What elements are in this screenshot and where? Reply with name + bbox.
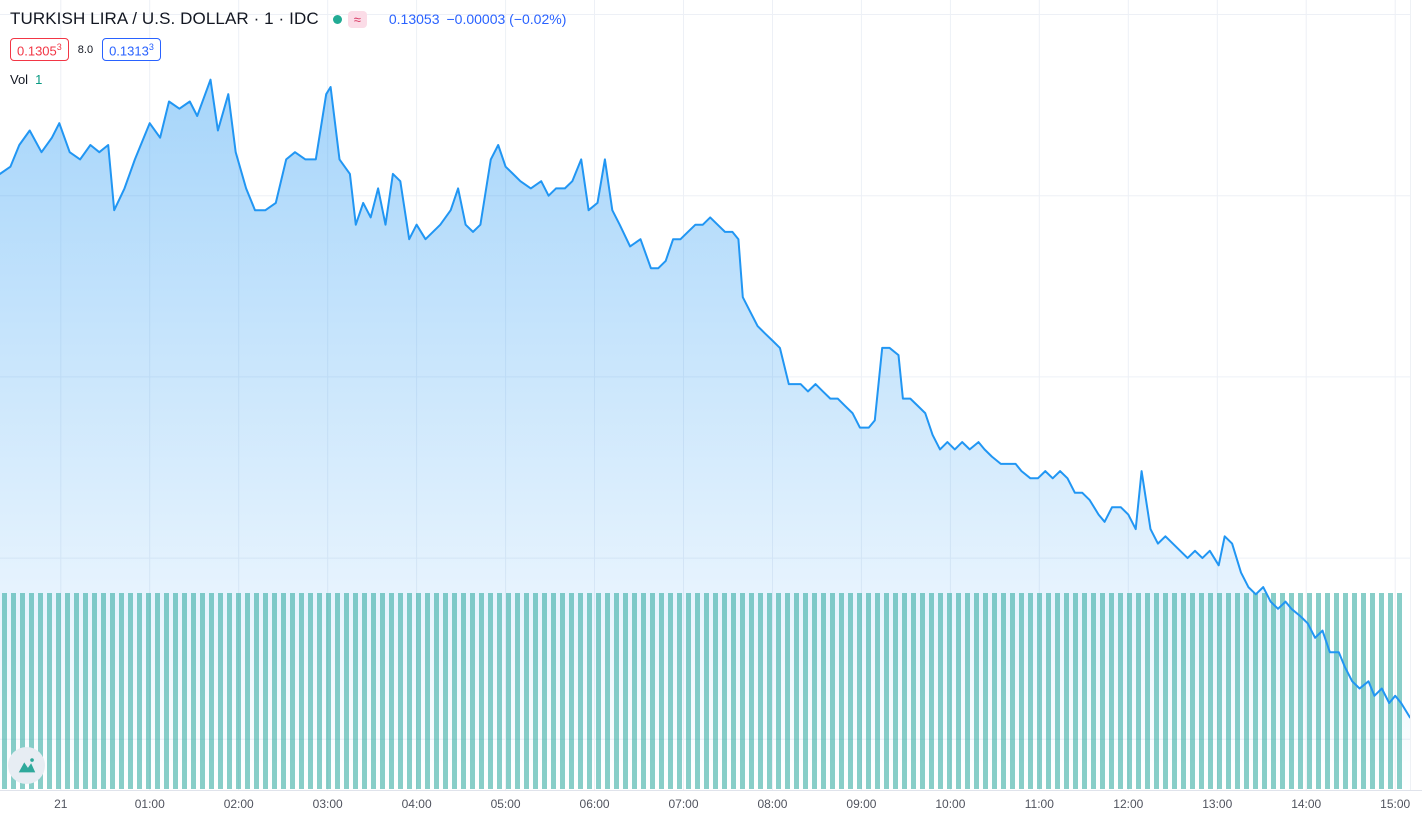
volume-bars [2, 593, 1402, 789]
delayed-data-icon[interactable]: ≈ [347, 10, 367, 28]
legend-title-row: TURKISH LIRA / U.S. DOLLAR · 1 · IDC ≈ 0… [10, 8, 566, 30]
time-axis-label: 05:00 [490, 797, 521, 811]
bid-price-superscript: 3 [56, 42, 62, 52]
time-axis-label: 01:00 [134, 797, 165, 811]
last-price: 0.13053 [388, 11, 440, 27]
tradingview-logo[interactable] [8, 747, 45, 784]
time-axis-label: 14:00 [1291, 797, 1322, 811]
time-axis-label: 04:00 [401, 797, 432, 811]
chart-canvas[interactable] [0, 0, 1410, 790]
ask-price-badge[interactable]: 0.13133 [102, 38, 161, 62]
time-axis-label: 03:00 [312, 797, 343, 811]
time-axis-label: 08:00 [757, 797, 788, 811]
time-axis-label: 10:00 [935, 797, 966, 811]
time-axis[interactable]: 21 01:00 02:00 03:00 04:00 05:00 06:00 07:00 08:… [0, 790, 1422, 816]
bid-price-badge[interactable]: 0.13053 [10, 38, 69, 62]
time-axis-label: 07:00 [668, 797, 699, 811]
price-axis[interactable] [1410, 0, 1422, 790]
bid-ask-row: 0.13053 8.0 0.13133 [10, 38, 566, 62]
volume-legend-row: Vol 1 [10, 72, 566, 87]
ask-price-superscript: 3 [148, 42, 154, 52]
time-axis-label: 02:00 [223, 797, 254, 811]
bid-price: 0.1305 [17, 43, 57, 59]
symbol-title[interactable]: TURKISH LIRA / U.S. DOLLAR · 1 · IDC [10, 9, 319, 28]
time-axis-label: 11:00 [1024, 797, 1054, 811]
volume-label[interactable]: Vol [10, 72, 29, 88]
price-chart[interactable] [0, 0, 1410, 790]
spread-value: 8.0 [77, 43, 94, 56]
time-axis-label: 15:00 [1380, 797, 1411, 811]
price-change: −0.00003 (−0.02%) [446, 11, 567, 27]
ask-price: 0.1313 [109, 43, 149, 59]
time-axis-label: 06:00 [579, 797, 610, 811]
time-axis-label: 09:00 [846, 797, 877, 811]
price-line [0, 78, 1410, 719]
time-axis-label: 12:00 [1113, 797, 1144, 811]
time-axis-label: 13:00 [1202, 797, 1233, 811]
market-status-icon [332, 14, 342, 24]
time-axis-label: 21 [54, 797, 68, 811]
legend: TURKISH LIRA / U.S. DOLLAR · 1 · IDC ≈ 0… [10, 8, 566, 87]
volume-value: 1 [35, 72, 43, 88]
mountain-icon [18, 757, 35, 772]
